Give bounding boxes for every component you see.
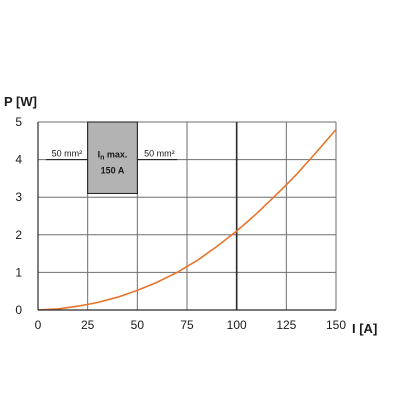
x-tick-label: 50 — [131, 318, 145, 332]
y-tick-label: 4 — [15, 153, 22, 167]
y-tick-label: 5 — [15, 115, 22, 129]
x-tick-label: 25 — [81, 318, 95, 332]
y-tick-label: 1 — [15, 265, 22, 279]
x-tick-label: 100 — [227, 318, 247, 332]
x-axis-title: I [A] — [352, 321, 377, 336]
annotation-box — [87, 121, 138, 194]
y-tick-label: 0 — [15, 303, 22, 317]
x-tick-label: 0 — [35, 318, 42, 332]
axes — [37, 122, 336, 311]
y-axis-title: P [W] — [4, 94, 37, 109]
box-line1-label: In max. — [98, 150, 128, 162]
x-tick-label: 150 — [326, 318, 346, 332]
y-tick-label: 2 — [15, 228, 22, 242]
box-line2-label: 150 A — [101, 166, 125, 176]
right-cross-section-label: 50 mm² — [144, 149, 175, 159]
left-cross-section-label: 50 mm² — [52, 149, 83, 159]
cross-section-annotation: 50 mm² 50 mm² In max. 150 A — [46, 121, 178, 194]
grid — [38, 121, 337, 310]
tick-labels: 0 25 50 75 100 125 150 0 1 2 3 4 5 — [15, 115, 346, 332]
power-loss-curve — [37, 128, 337, 311]
y-tick-label: 3 — [15, 190, 22, 204]
x-tick-label: 125 — [276, 318, 296, 332]
x-tick-label: 75 — [180, 318, 194, 332]
series-group — [37, 128, 337, 311]
